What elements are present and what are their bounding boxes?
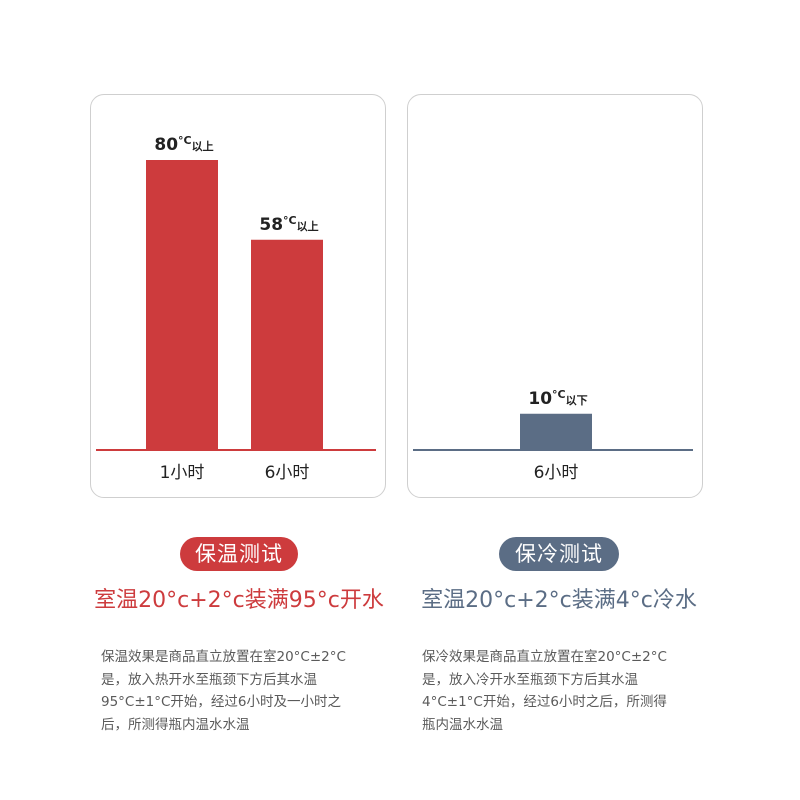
warm-chart-panel: 80°C以上 1小时 58°C以上 6小时 xyxy=(90,94,386,498)
data-label: 58°C以上 xyxy=(259,214,318,235)
cold-test-condition: 室温20°c+2°c装满4°c冷水 xyxy=(421,588,697,613)
bar-1小时 xyxy=(146,160,218,450)
warm-test-description: 保温效果是商品直立放置在室20°C±2°C 是，放入热开水至瓶颈下方后其水温 9… xyxy=(101,649,346,733)
category-label: 1小时 xyxy=(160,463,205,483)
warm-test-condition: 室温20°c+2°c装满95°c开水 xyxy=(94,588,384,613)
bar-6小时 xyxy=(520,413,592,450)
data-label: 10°C以下 xyxy=(528,388,587,409)
warm-test-badge: 保温测试 xyxy=(180,537,298,571)
cold-bar-chart: 10°C以下 6小时 xyxy=(413,388,693,483)
data-label: 80°C以上 xyxy=(154,134,213,155)
cold-test-badge: 保冷测试 xyxy=(499,537,619,571)
warm-bar-chart: 80°C以上 1小时 58°C以上 6小时 xyxy=(96,134,376,483)
cold-chart-panel: 10°C以下 6小时 xyxy=(407,94,703,498)
category-label: 6小时 xyxy=(265,463,310,483)
bar-6小时 xyxy=(251,239,323,450)
category-label: 6小时 xyxy=(534,463,579,483)
cold-test-description: 保冷效果是商品直立放置在室20°C±2°C 是，放入冷开水至瓶颈下方后其水温 4… xyxy=(422,649,667,733)
